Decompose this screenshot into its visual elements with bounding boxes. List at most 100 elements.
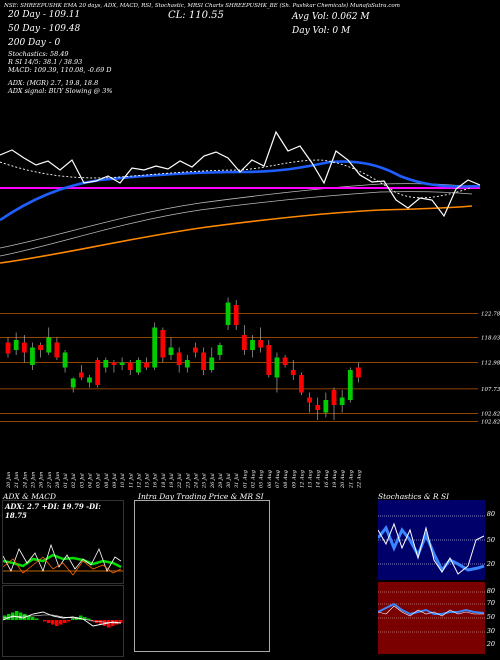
- date-label: 27 Jun: [47, 472, 53, 489]
- date-label: 22 Aug: [356, 470, 362, 489]
- macd-histogram-bar: [35, 618, 39, 620]
- date-label: 12 Aug: [299, 470, 305, 488]
- ema20-label: 20 Day - 109.11: [8, 10, 81, 20]
- candle-bearish: [111, 362, 117, 365]
- candle-bullish: [119, 362, 125, 365]
- candle-bullish: [274, 357, 280, 378]
- price-line: [0, 130, 481, 218]
- price-axis-label: 102.82: [481, 411, 500, 417]
- moving-average-chart: [0, 130, 481, 264]
- price-axis-label: 107.73: [481, 387, 500, 393]
- rsi-axis-70: 70: [486, 599, 495, 607]
- date-label: 04 Jul: [88, 473, 94, 488]
- stoch-white-line: [378, 522, 485, 575]
- candle-bearish: [290, 370, 296, 375]
- date-label: 05 Jul: [96, 473, 102, 488]
- date-label: 24 Jun: [22, 472, 28, 489]
- date-label: 12 Jul: [136, 473, 142, 488]
- candle-bearish: [356, 367, 361, 378]
- candle-bullish: [136, 360, 141, 373]
- date-label: 29 Jul: [218, 473, 224, 489]
- date-label: 11 Jul: [128, 473, 134, 488]
- candle-bearish: [78, 372, 84, 378]
- candle-bullish: [217, 345, 223, 355]
- date-label: 01 Aug: [242, 470, 248, 488]
- day-volume-label: Day Vol: 0 M: [292, 26, 351, 36]
- candle-bullish: [168, 347, 174, 355]
- macd-histogram-bar: [107, 620, 111, 628]
- candle-bullish: [152, 327, 158, 368]
- macd-line: [3, 611, 122, 627]
- candle-bearish: [201, 352, 206, 370]
- candle-bullish: [62, 352, 68, 368]
- stoch-axis-20: 20: [486, 560, 495, 568]
- date-label: 19 Aug: [332, 470, 338, 488]
- rsi-blue-line: [378, 602, 485, 616]
- date-label: 21 Aug: [348, 470, 354, 489]
- rsi-label: R SI 14/5: 38.1 / 38.93: [8, 58, 83, 66]
- macd-histogram-bar: [31, 617, 35, 620]
- envelope-upper-line: [0, 183, 473, 249]
- adx-values: ADX: 2.7 +DI: 19.79 -DI: 18.75: [5, 502, 101, 520]
- candle-bearish: [21, 342, 27, 353]
- date-label: 02 Aug: [251, 470, 257, 488]
- stochastics-rsi-title: Stochastics & R SI: [378, 492, 450, 501]
- candle-bullish: [13, 340, 19, 350]
- date-label: 25 Jun: [30, 472, 36, 489]
- ema50-label: 50 Day - 109.48: [8, 24, 81, 34]
- macd-signal-line: [3, 614, 121, 624]
- candle-bearish: [160, 330, 166, 358]
- macd-histogram-bar: [43, 620, 47, 622]
- date-label: 05 Aug: [259, 470, 265, 488]
- candle-bullish: [30, 347, 35, 365]
- date-label: 06 Aug: [267, 470, 273, 488]
- candle-bullish: [347, 370, 353, 400]
- date-label: 22 Jul: [177, 473, 183, 489]
- price-axis-label: 122.78: [481, 312, 500, 318]
- date-label: 20 Aug: [340, 470, 346, 489]
- date-label: 16 Jul: [153, 473, 159, 488]
- price-axis-label: 112.98: [481, 361, 500, 367]
- ema200-label: 200 Day - 0: [8, 38, 61, 48]
- date-label: 18 Jul: [161, 473, 167, 488]
- adx-macd-title: ADX & MACD: [3, 492, 57, 501]
- rsi-panel: 80 70 50 30 20: [378, 582, 495, 654]
- date-label: 01 Jul: [63, 473, 69, 488]
- candle-bearish: [307, 397, 312, 403]
- candle-bullish: [250, 340, 255, 350]
- envelope-lower-line: [0, 191, 473, 257]
- date-label: 08 Jul: [104, 473, 110, 488]
- rsi-axis-20: 20: [486, 640, 495, 648]
- candle-bearish: [233, 305, 239, 325]
- candle-bullish: [209, 357, 215, 370]
- candle-bearish: [127, 362, 133, 370]
- date-label: 20 Jun: [6, 472, 12, 489]
- stoch-axis-80: 80: [486, 510, 495, 518]
- intraday-title: Intra Day Trading Price & MR SI: [138, 492, 264, 501]
- candle-bearish: [144, 362, 149, 368]
- candle-bullish: [225, 302, 231, 325]
- candle-bullish: [70, 378, 76, 388]
- date-label: 23 Jul: [185, 473, 191, 489]
- macd-histogram-bar: [67, 620, 71, 622]
- blue-ma-line: [0, 160, 481, 222]
- ema20-dotted-line: [0, 159, 471, 199]
- date-label: 31 Jul: [234, 473, 240, 488]
- date-axis: 20 Jun 21 Jun 24 Jun 25 Jun 26 Jun 27 Jun 28 J…: [6, 470, 362, 489]
- intraday-panel: [134, 500, 270, 652]
- candlestick-chart: 122.78 118.03 112.98 107.73 102.82 102.82: [0, 297, 500, 425]
- date-label: 28 Jun: [55, 472, 61, 489]
- candle-bearish: [54, 342, 60, 358]
- rsi-axis-80: 80: [486, 587, 495, 595]
- date-label: 08 Aug: [283, 470, 289, 488]
- candle-bearish: [258, 340, 264, 348]
- date-label: 30 Jul: [226, 473, 232, 488]
- candle-bearish: [38, 345, 43, 350]
- macd-histogram-bar: [119, 620, 123, 623]
- macd-histogram-bar: [71, 618, 75, 620]
- adx-white-line: [3, 543, 122, 573]
- macd-histogram-bar: [83, 617, 87, 620]
- date-label: 13 Aug: [308, 470, 314, 488]
- candle-bearish: [241, 335, 247, 350]
- adx-label: ADX: (MGR) 2.7, 19.8, 18.8: [8, 79, 99, 87]
